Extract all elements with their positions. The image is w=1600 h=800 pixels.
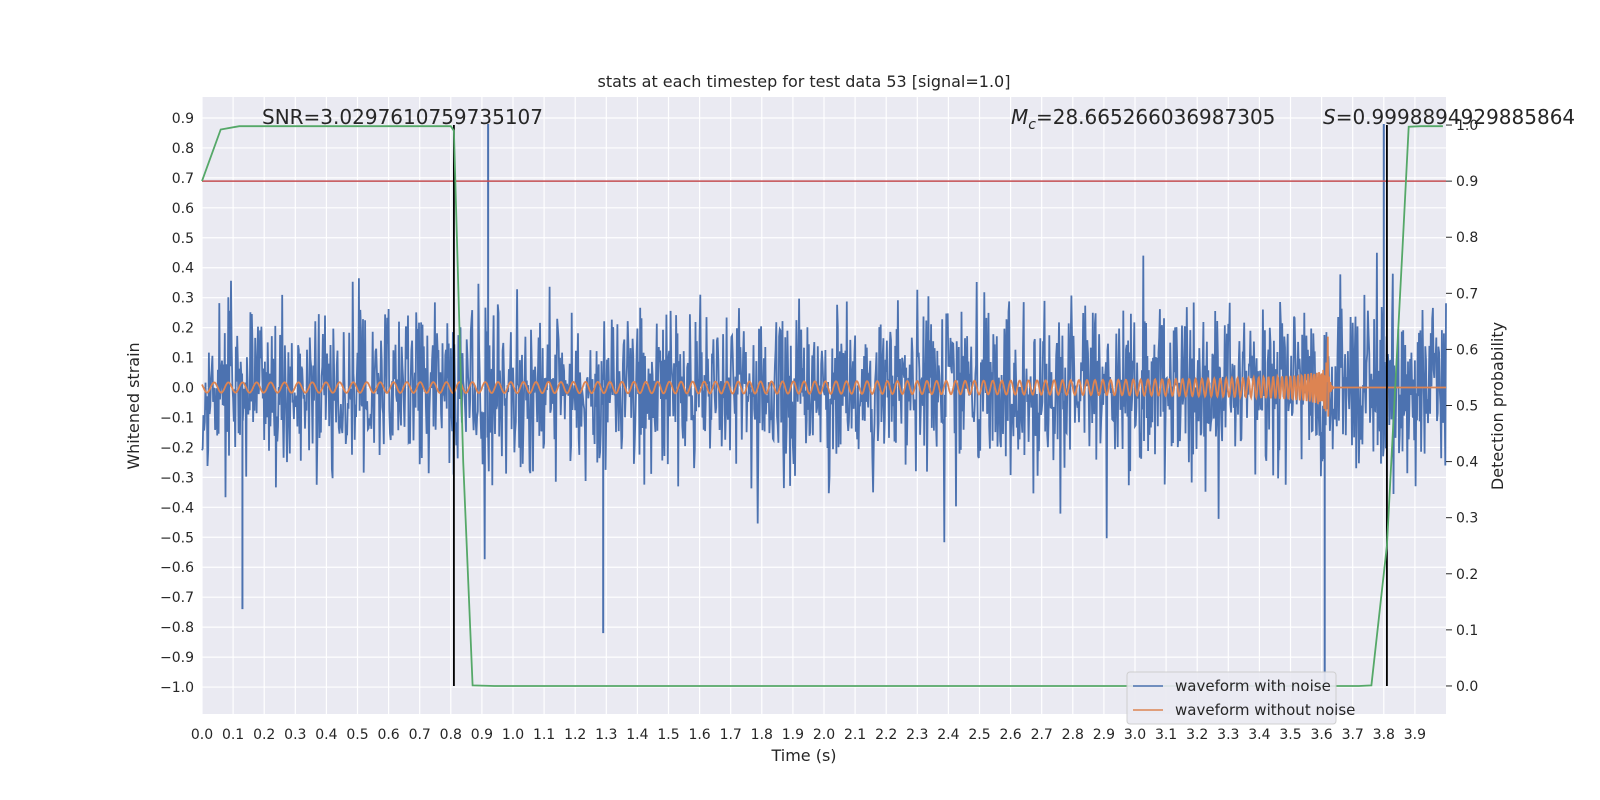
legend-box <box>1126 671 1337 725</box>
y2-tick-label: 0.1 <box>1456 623 1478 639</box>
legend-label-clean: waveform without noise <box>1175 701 1355 719</box>
x-tick-label: 3.5 <box>1279 727 1301 743</box>
y2-tick-label: 0.2 <box>1456 567 1478 583</box>
y2-tick-label: 0.4 <box>1456 455 1478 471</box>
y-tick-label: −0.8 <box>160 620 194 636</box>
y-tick-label: −0.5 <box>160 530 194 546</box>
y2-tick-label: 1.0 <box>1456 118 1478 134</box>
y-tick-label: −0.9 <box>160 650 194 666</box>
x-tick-label: 2.1 <box>844 727 866 743</box>
x-tick-label: 1.3 <box>595 727 617 743</box>
x-tick-label: 0.4 <box>315 727 337 743</box>
score-annotation: S=0.9998894929885864 <box>1323 105 1575 129</box>
y-tick-label: −0.7 <box>160 590 194 606</box>
x-tick-label: 2.7 <box>1031 727 1053 743</box>
noise-trace <box>201 252 1447 560</box>
legend: waveform with noise waveform without noi… <box>1126 671 1355 725</box>
x-tick-label: 2.2 <box>875 727 897 743</box>
x-tick-label: 1.2 <box>564 727 586 743</box>
x-tick-label: 0.7 <box>409 727 431 743</box>
x-tick-label: 1.0 <box>502 727 524 743</box>
x-tick-label: 0.1 <box>222 727 244 743</box>
y2-axis-label: Detection probability <box>1488 322 1507 490</box>
y-tick-label: −0.2 <box>160 440 194 456</box>
chirp-mass-annotation: Mc=28.665266036987305 <box>1011 105 1275 133</box>
vertical-markers <box>453 125 1388 686</box>
x-tick-label: 2.9 <box>1093 727 1115 743</box>
x-tick-label: 2.6 <box>999 727 1021 743</box>
y-tick-label: −0.3 <box>160 470 194 486</box>
y2-tick-label: 0.6 <box>1456 342 1478 358</box>
y-tick-label: −0.1 <box>160 410 194 426</box>
x-tick-label: 0.5 <box>346 727 368 743</box>
y2-tick-label: 0.0 <box>1456 679 1478 695</box>
x-tick-label: 3.3 <box>1217 727 1239 743</box>
x-tick-label: 1.7 <box>720 727 742 743</box>
x-tick-label: 1.6 <box>688 727 710 743</box>
x-tick-label: 0.2 <box>253 727 275 743</box>
probability-trace <box>201 125 1443 687</box>
y-axis-ticks: 0.9 0.8 0.7 0.6 0.5 0.4 0.3 0.2 0.1 0.0 −0.1 −0.2 −0… <box>160 111 194 696</box>
x-tick-label: 2.0 <box>813 727 835 743</box>
y-tick-label: 0.2 <box>172 321 194 337</box>
x-tick-label: 3.0 <box>1124 727 1146 743</box>
x-tick-label: 3.8 <box>1373 727 1395 743</box>
y2-tick-label: 0.9 <box>1456 174 1478 190</box>
x-tick-label: 3.9 <box>1404 727 1426 743</box>
y-tick-label: 0.8 <box>172 141 194 157</box>
y-tick-label: 0.5 <box>172 231 194 247</box>
x-axis-ticks: 0.0 0.1 0.2 0.3 0.4 0.5 0.6 0.7 0.8 0.9 1.0 1.1 1.2 1… <box>191 727 1426 743</box>
legend-label-noise: waveform with noise <box>1175 677 1331 695</box>
x-tick-label: 3.7 <box>1342 727 1364 743</box>
x-tick-label: 1.9 <box>782 727 804 743</box>
x-tick-label: 0.3 <box>284 727 306 743</box>
y-tick-label: −0.6 <box>160 560 194 576</box>
score-symbol: S <box>1323 105 1336 129</box>
x-tick-label: 1.8 <box>751 727 773 743</box>
chirp-mass-symbol: M <box>1011 105 1028 129</box>
x-tick-label: 1.5 <box>657 727 679 743</box>
x-tick-label: 3.4 <box>1248 727 1270 743</box>
y-tick-label: 0.1 <box>172 351 194 367</box>
y2-tick-label: 0.8 <box>1456 230 1478 246</box>
x-tick-label: 0.0 <box>191 727 213 743</box>
y-tick-label: −1.0 <box>160 680 194 696</box>
clean-trace <box>201 336 1446 417</box>
y-tick-label: 0.0 <box>172 381 194 397</box>
chirp-mass-value: =28.665266036987305 <box>1036 105 1275 129</box>
series-waveform-with-noise <box>201 123 1447 688</box>
chart-title: stats at each timestep for test data 53 … <box>598 72 1011 91</box>
y-tick-label: 0.3 <box>172 291 194 307</box>
snr-annotation: SNR=3.0297610759735107 <box>262 105 543 129</box>
x-tick-label: 2.5 <box>968 727 990 743</box>
y-tick-label: 0.6 <box>172 201 194 217</box>
y-tick-label: −0.4 <box>160 500 194 516</box>
grid-lines <box>201 97 1446 714</box>
y-tick-label: 0.7 <box>172 171 194 187</box>
x-tick-label: 2.4 <box>937 727 959 743</box>
x-tick-label: 1.4 <box>626 727 648 743</box>
series-detection-probability <box>201 125 1443 687</box>
y2-axis-ticks: 1.0 0.9 0.8 0.7 0.6 0.5 0.4 0.3 0.2 0.1 0.0 <box>1446 118 1478 695</box>
x-tick-label: 2.8 <box>1062 727 1084 743</box>
series-waveform-without-noise <box>201 336 1446 417</box>
x-tick-label: 3.1 <box>1155 727 1177 743</box>
y2-tick-label: 0.5 <box>1456 399 1478 415</box>
x-axis-label: Time (s) <box>770 746 836 765</box>
x-tick-label: 0.9 <box>471 727 493 743</box>
y2-tick-label: 0.7 <box>1456 286 1478 302</box>
x-tick-label: 0.8 <box>440 727 462 743</box>
y-tick-label: 0.9 <box>172 111 194 127</box>
x-tick-label: 2.3 <box>906 727 928 743</box>
chirp-mass-subscript: c <box>1028 117 1036 133</box>
x-tick-label: 3.6 <box>1310 727 1332 743</box>
score-value: =0.9998894929885864 <box>1336 105 1575 129</box>
y-axis-label: Whitened strain <box>124 342 143 469</box>
y-tick-label: 0.4 <box>172 261 194 277</box>
y2-tick-label: 0.3 <box>1456 511 1478 527</box>
x-tick-label: 0.6 <box>377 727 399 743</box>
x-tick-label: 3.2 <box>1186 727 1208 743</box>
x-tick-label: 1.1 <box>533 727 555 743</box>
